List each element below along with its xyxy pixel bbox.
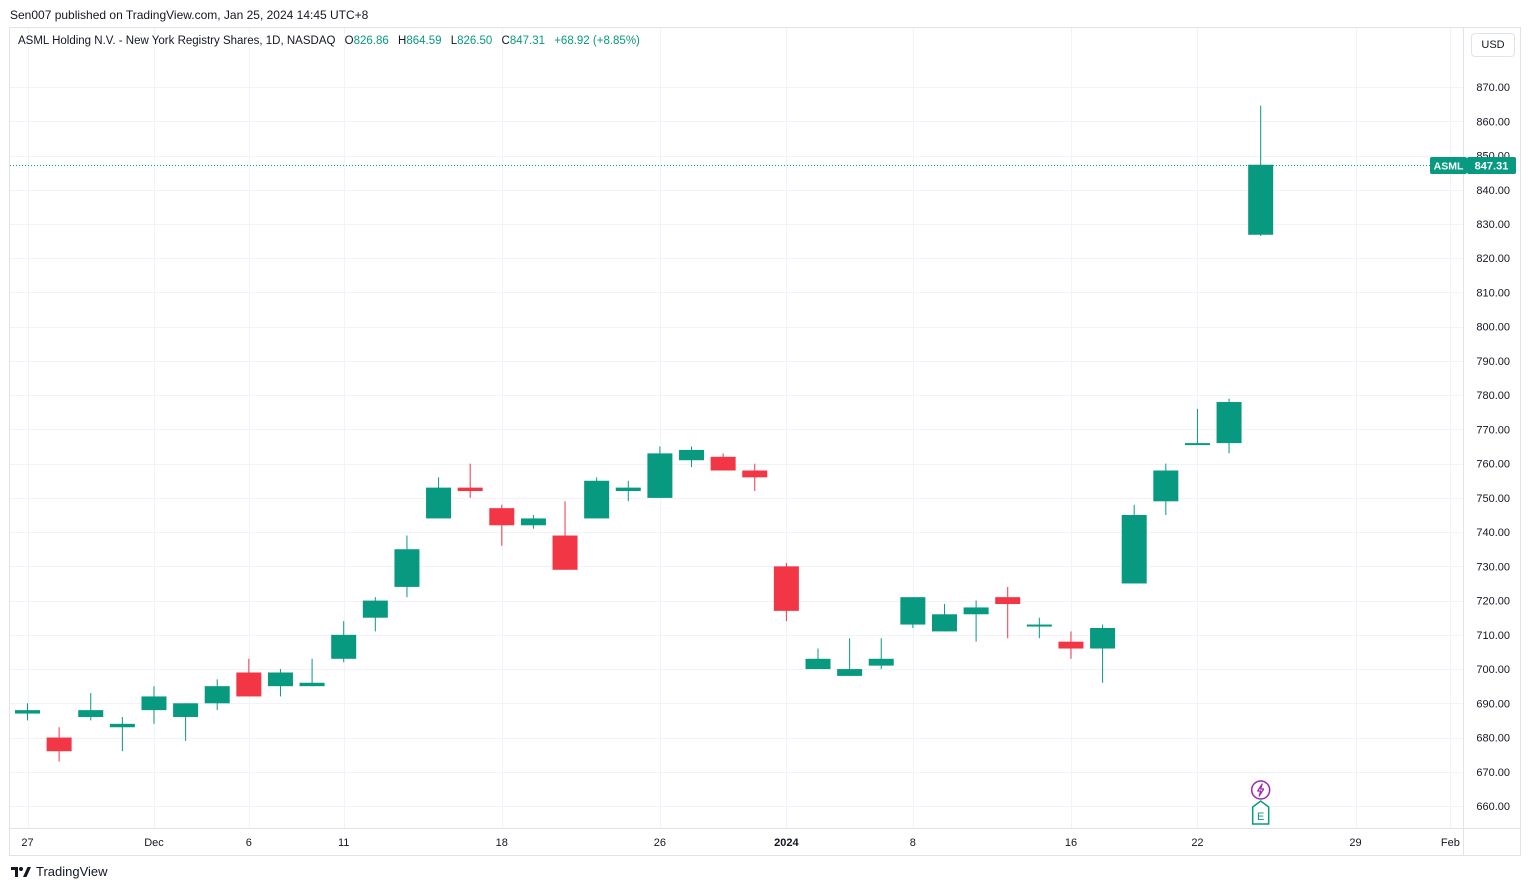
candle-body[interactable]	[1153, 470, 1179, 502]
candle-body[interactable]	[141, 696, 167, 711]
candle-body[interactable]	[584, 480, 610, 519]
y-tick-label: 730.00	[1476, 561, 1510, 573]
legend-open-label: O	[344, 35, 354, 47]
price-tag-bg	[1467, 157, 1516, 174]
candle-body[interactable]	[805, 658, 831, 670]
legend-low-label: L	[450, 35, 458, 47]
x-tick-label: 6	[246, 837, 252, 849]
y-tick-label: 740.00	[1476, 527, 1510, 539]
candle-body[interactable]	[489, 508, 515, 526]
candle-body[interactable]	[963, 607, 989, 615]
y-tick-label: 670.00	[1476, 767, 1510, 779]
x-tick-label: 16	[1065, 837, 1077, 849]
x-tick-label: 27	[21, 837, 33, 849]
candle-body[interactable]	[742, 470, 768, 478]
candle-body[interactable]	[204, 686, 230, 704]
x-tick-label: 26	[654, 837, 666, 849]
x-tick-label: 2024	[774, 837, 799, 849]
candle-body[interactable]	[837, 669, 863, 676]
candle-body[interactable]	[173, 703, 199, 717]
legend-change: +68.92 (+8.85%)	[554, 35, 640, 47]
candle-body[interactable]	[331, 634, 357, 659]
symbol-tag-bg	[1430, 157, 1467, 174]
tradingview-footer[interactable]: TradingView	[10, 864, 108, 879]
chart-frame	[9, 27, 1521, 856]
earnings-label: E	[1257, 811, 1264, 823]
x-tick-label: 11	[338, 837, 349, 849]
y-tick-label: 830.00	[1476, 219, 1510, 231]
y-tick-label: 860.00	[1476, 116, 1510, 128]
x-tick-label: 29	[1349, 837, 1361, 849]
y-tick-label: 720.00	[1476, 596, 1510, 608]
x-tick-label: 22	[1191, 837, 1203, 849]
candle-body[interactable]	[900, 597, 926, 625]
candle-body[interactable]	[615, 487, 641, 492]
y-tick-label: 820.00	[1476, 253, 1510, 265]
candle-body[interactable]	[520, 518, 546, 526]
candle-body[interactable]	[1090, 627, 1116, 649]
candle-body[interactable]	[394, 549, 420, 587]
y-tick-label: 680.00	[1476, 733, 1510, 745]
candle-body[interactable]	[773, 566, 799, 611]
candle-body[interactable]	[1248, 164, 1274, 235]
tradingview-brand: TradingView	[36, 864, 108, 879]
candle-body[interactable]	[1216, 402, 1242, 444]
y-tick-label: 660.00	[1476, 801, 1510, 813]
split-event-icon[interactable]	[1250, 780, 1271, 800]
y-tick-label: 770.00	[1476, 424, 1510, 436]
earnings-event-icon[interactable]	[1251, 800, 1270, 825]
candle-body[interactable]	[868, 658, 894, 666]
legend-close-label: C	[501, 35, 510, 47]
candle-body[interactable]	[647, 453, 673, 498]
currency-button[interactable]: USD	[1471, 33, 1515, 57]
y-tick-label: 710.00	[1476, 630, 1510, 642]
legend-symbol-name: ASML Holding N.V. - New York Registry Sh…	[18, 35, 336, 47]
x-tick-label: Dec	[144, 837, 164, 849]
y-tick-label: 870.00	[1476, 82, 1510, 94]
candle-body[interactable]	[362, 600, 388, 618]
candle-body[interactable]	[931, 614, 957, 632]
tradingview-logo-icon	[11, 866, 31, 877]
price-tag-value: 847.31	[1475, 161, 1509, 173]
y-tick-label: 760.00	[1476, 459, 1510, 471]
candle-body[interactable]	[15, 710, 40, 714]
y-tick-label: 790.00	[1476, 356, 1510, 368]
y-tick-label: 750.00	[1476, 493, 1510, 505]
candle-body[interactable]	[552, 535, 578, 570]
candle-body[interactable]	[1121, 515, 1147, 584]
lightning-icon	[1257, 783, 1265, 797]
candle-body[interactable]	[710, 456, 736, 471]
candle-body[interactable]	[679, 449, 705, 461]
y-tick-label: 700.00	[1476, 664, 1510, 676]
candle-body[interactable]	[426, 487, 452, 519]
legend-open-value: 826.86	[353, 35, 389, 47]
legend-low-value: 826.50	[457, 35, 493, 47]
legend-close-value: 847.31	[509, 35, 545, 47]
x-tick-label: 8	[910, 837, 916, 849]
candle-body[interactable]	[457, 487, 483, 492]
legend-high-label: H	[398, 35, 407, 47]
candle-body[interactable]	[109, 723, 135, 728]
y-tick-label: 780.00	[1476, 390, 1510, 402]
y-tick-label: 810.00	[1476, 287, 1510, 299]
chart-legend: ASML Holding N.V. - New York Registry Sh…	[18, 35, 640, 47]
legend-high-value: 864.59	[406, 35, 442, 47]
symbol-tag-text: ASML	[1434, 161, 1464, 173]
y-tick-label: 800.00	[1476, 322, 1510, 334]
candle-body[interactable]	[299, 682, 325, 687]
publisher-line: Sen007 published on TradingView.com, Jan…	[10, 8, 369, 22]
candle-body[interactable]	[46, 737, 72, 752]
y-tick-label: 840.00	[1476, 185, 1510, 197]
x-tick-label: 18	[496, 837, 508, 849]
candle-body[interactable]	[267, 672, 293, 687]
candle-body[interactable]	[1058, 641, 1084, 649]
candle-body[interactable]	[236, 672, 262, 697]
candle-body[interactable]	[1026, 624, 1052, 627]
candle-body[interactable]	[995, 597, 1021, 605]
candle-body[interactable]	[78, 710, 104, 717]
x-tick-label: Feb	[1441, 837, 1460, 849]
y-tick-label: 690.00	[1476, 698, 1510, 710]
candle-body[interactable]	[1184, 443, 1210, 446]
